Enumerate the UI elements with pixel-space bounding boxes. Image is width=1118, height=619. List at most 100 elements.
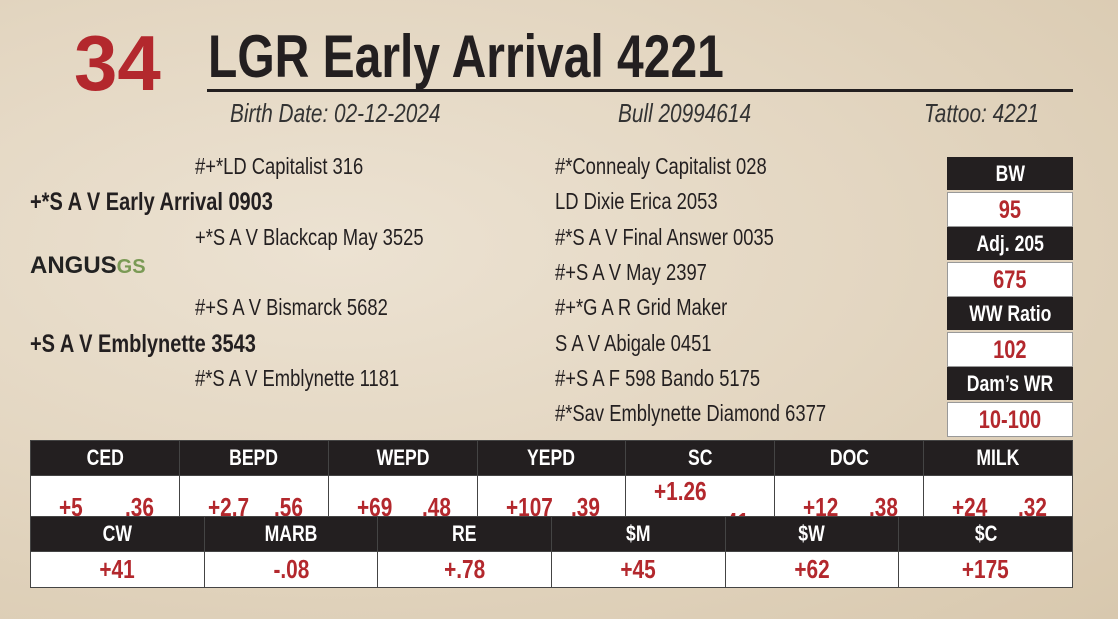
pedigree-name: +S A V Emblynette 3543	[30, 329, 256, 358]
epd-header: DOC	[774, 440, 925, 476]
pedigree-name: #*Connealy Capitalist 028	[555, 153, 767, 179]
stat-label: Dam’s WR	[947, 367, 1073, 400]
epd-header-row: CED BEPD WEPD YEPD SC DOC MILK	[30, 440, 1073, 476]
value-cell: -.08	[203, 551, 379, 588]
stat-value-text: 675	[993, 266, 1027, 294]
pedigree-name: LD Dixie Erica 2053	[555, 188, 718, 215]
great-grandparent: #+S A V May 2397	[555, 259, 745, 286]
value-value: -.08	[273, 554, 309, 584]
registration: Bull 20994614	[618, 98, 784, 129]
value-header: $W	[724, 516, 900, 552]
pedigree-name: +*S A V Early Arrival 0903	[30, 188, 273, 217]
pedigree-name: #+S A F 598 Bando 5175	[555, 364, 761, 391]
logo-main: ANGUS	[30, 252, 117, 279]
value-header: CW	[30, 516, 205, 552]
value-header: RE	[377, 516, 552, 552]
value-value: +175	[962, 554, 1010, 584]
stat-value-text: 95	[998, 196, 1022, 224]
epd-header-text: SC	[688, 445, 713, 470]
value-header: $M	[550, 516, 726, 552]
stat-value-text: 102	[993, 336, 1027, 364]
great-grandparent: S A V Abigale 0451	[555, 330, 751, 357]
epd-value: +5	[59, 491, 83, 522]
stat-value: 102	[947, 332, 1073, 367]
stat-label-text: Dam’s WR	[966, 371, 1054, 396]
value-cell: +41	[30, 551, 205, 588]
stat-value: 95	[947, 192, 1073, 227]
value-value: +62	[794, 554, 830, 584]
stat-label-text: BW	[995, 161, 1025, 186]
pedigree-name: #+S A V May 2397	[555, 258, 707, 285]
stat-value: 10-100	[947, 402, 1073, 437]
registration-text: Bull 20994614	[618, 98, 752, 128]
pedigree-name: #+*G A R Grid Maker	[555, 294, 728, 321]
lot-number: 34	[74, 19, 161, 107]
value-header-row: CW MARB RE $M $W $C	[30, 516, 1073, 552]
value-value: +41	[99, 554, 135, 584]
value-header-text: $M	[626, 521, 651, 546]
value-header-text: RE	[452, 521, 477, 546]
value-table: CW MARB RE $M $W $C +41 -.08 +.78 +45 +62 +175	[30, 516, 1073, 588]
stat-label-text: WW Ratio	[968, 301, 1052, 326]
value-header-text: $C	[974, 521, 997, 546]
great-grandparent: #*S A V Final Answer 0035	[555, 224, 829, 251]
parent: +*S A V Early Arrival 0903	[30, 188, 334, 217]
stat-label-text: Adj. 205	[976, 231, 1044, 256]
pedigree-name: #*Sav Emblynette Diamond 6377	[555, 400, 827, 427]
animal-name: LGR Early Arrival 4221	[208, 22, 853, 91]
pedigree-name: #*S A V Final Answer 0035	[555, 223, 774, 250]
epd-header: YEPD	[476, 440, 627, 476]
value-cell: +45	[550, 551, 726, 588]
stat-label: Adj. 205	[947, 227, 1073, 260]
epd-header: MILK	[923, 440, 1073, 476]
pedigree-name: #+*LD Capitalist 316	[195, 153, 364, 179]
grandparent: +*S A V Blackcap May 3525	[195, 224, 481, 251]
logo-suffix: GS	[116, 256, 146, 278]
logo: ANGUSGS	[30, 252, 146, 280]
stat-value-text: 10-100	[978, 406, 1042, 434]
value-header-text: CW	[102, 521, 132, 546]
epd-header: WEPD	[327, 440, 478, 476]
stat-label: BW	[947, 157, 1073, 190]
parent: +S A V Emblynette 3543	[30, 330, 312, 359]
great-grandparent: #*Sav Emblynette Diamond 6377	[555, 400, 894, 427]
epd-header-text: CED	[86, 445, 124, 470]
epd-value: +1.26	[654, 476, 708, 506]
epd-header-text: MILK	[976, 445, 1020, 470]
value-value: +45	[620, 554, 656, 584]
value-value: +.78	[444, 554, 486, 584]
birth-date-text: Birth Date: 02-12-2024	[230, 98, 441, 128]
animal-name-text: LGR Early Arrival 4221	[208, 23, 724, 90]
epd-header: BEPD	[178, 440, 329, 476]
epd-header: SC	[625, 440, 776, 476]
epd-header-text: YEPD	[527, 445, 576, 470]
value-cell: +.78	[377, 551, 552, 588]
great-grandparent: #+*G A R Grid Maker	[555, 294, 770, 321]
stat-label: WW Ratio	[947, 297, 1073, 330]
great-grandparent: #+S A F 598 Bando 5175	[555, 365, 811, 392]
epd-header-text: BEPD	[229, 445, 279, 470]
value-value-row: +41 -.08 +.78 +45 +62 +175	[30, 551, 1073, 588]
value-header-text: $W	[798, 521, 826, 546]
value-header-text: MARB	[264, 521, 318, 546]
birth-date: Birth Date: 02-12-2024	[230, 98, 493, 129]
title-rule	[207, 89, 1073, 92]
pedigree-name: #+S A V Bismarck 5682	[195, 294, 388, 321]
tattoo: Tattoo: 4221	[924, 98, 1068, 129]
value-header: MARB	[203, 516, 379, 552]
pedigree-name: S A V Abigale 0451	[555, 329, 712, 356]
great-grandparent: LD Dixie Erica 2053	[555, 188, 758, 215]
stat-value: 675	[947, 262, 1073, 297]
tattoo-text: Tattoo: 4221	[924, 98, 1039, 128]
grandparent: #*S A V Emblynette 1181	[195, 365, 450, 392]
epd-header-text: WEPD	[376, 445, 430, 470]
value-header: $C	[898, 516, 1073, 552]
value-cell: +62	[724, 551, 900, 588]
pedigree-name: +*S A V Blackcap May 3525	[195, 223, 424, 250]
grandparent: #+S A V Bismarck 5682	[195, 294, 436, 321]
epd-header: CED	[30, 440, 180, 476]
grandparent: #+*LD Capitalist 316	[195, 153, 405, 180]
value-cell: +175	[898, 551, 1073, 588]
pedigree-name: #*S A V Emblynette 1181	[195, 364, 400, 391]
